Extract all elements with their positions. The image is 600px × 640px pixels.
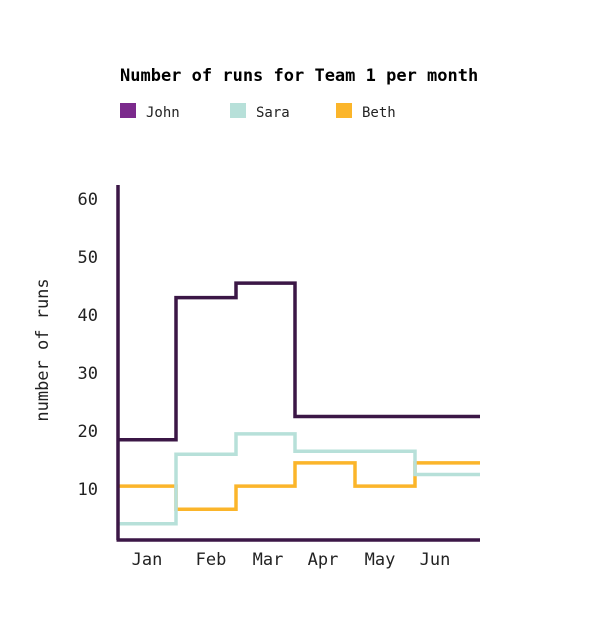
legend-swatch-beth [336,103,352,118]
x-tick-label: Feb [196,550,227,570]
y-tick-label: 20 [78,422,98,442]
x-tick-label: Apr [308,550,339,570]
chart-title: Number of runs for Team 1 per month [120,66,478,86]
x-axis-ticks: Jan Feb Mar Apr May Jun [132,550,451,570]
series-line-sara [118,432,480,526]
x-tick-label: Jan [132,550,163,570]
axes [116,185,480,542]
y-tick-label: 30 [78,364,98,384]
legend-swatch-john [120,103,136,118]
x-tick-label: May [365,550,396,570]
legend-label-sara: Sara [256,105,290,121]
y-tick-label: 40 [78,306,98,326]
series-lines [118,281,480,526]
y-tick-label: 50 [78,248,98,268]
y-tick-label: 60 [78,190,98,210]
legend-label-beth: Beth [362,105,396,121]
legend-label-john: John [146,105,180,121]
y-axis-title: number of runs [33,278,53,421]
y-tick-label: 10 [78,480,98,500]
x-tick-label: Mar [253,550,284,570]
legend-swatch-sara [230,103,246,118]
series-line-beth [118,461,480,512]
y-axis-ticks: 10 20 30 40 50 60 [78,190,98,500]
x-tick-label: Jun [420,550,451,570]
series-line-john [118,281,480,442]
legend: John Sara Beth [120,103,396,121]
